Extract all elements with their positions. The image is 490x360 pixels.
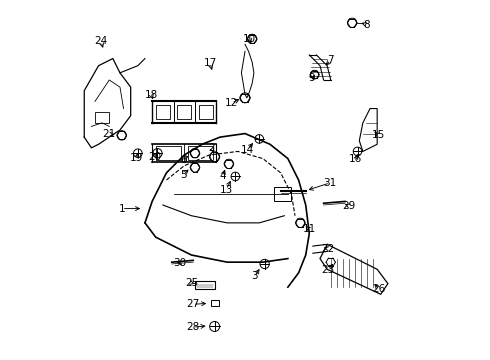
Bar — [95, 112, 109, 123]
Text: 27: 27 — [186, 299, 199, 309]
Text: 24: 24 — [95, 36, 108, 46]
Text: 5: 5 — [180, 170, 187, 180]
Bar — [156, 105, 170, 119]
Text: 29: 29 — [342, 201, 355, 211]
Text: 12: 12 — [225, 98, 238, 108]
Text: 23: 23 — [321, 265, 335, 275]
Text: 28: 28 — [186, 322, 199, 332]
Text: 2: 2 — [208, 143, 215, 153]
Text: 21: 21 — [102, 129, 116, 139]
Text: 25: 25 — [185, 278, 198, 288]
Text: 1: 1 — [119, 203, 125, 213]
Bar — [177, 105, 192, 119]
Text: 11: 11 — [303, 224, 316, 234]
Text: 13: 13 — [220, 185, 233, 195]
Bar — [188, 146, 213, 160]
Bar — [198, 105, 213, 119]
Text: 8: 8 — [363, 19, 370, 30]
Polygon shape — [359, 109, 377, 152]
Text: 19: 19 — [130, 153, 143, 163]
Text: 7: 7 — [327, 55, 334, 65]
Text: 4: 4 — [219, 171, 226, 181]
Bar — [211, 300, 219, 306]
Polygon shape — [320, 244, 388, 294]
Bar — [273, 187, 292, 202]
Text: 17: 17 — [203, 58, 217, 68]
Text: 31: 31 — [323, 178, 337, 188]
Text: 9: 9 — [309, 73, 316, 83]
Text: 3: 3 — [251, 271, 258, 282]
Text: 15: 15 — [372, 130, 385, 140]
Text: 22: 22 — [321, 244, 335, 253]
Bar — [156, 146, 181, 160]
Text: 30: 30 — [173, 258, 187, 268]
Bar — [195, 281, 215, 289]
Text: 6: 6 — [180, 155, 187, 165]
Text: 10: 10 — [243, 34, 256, 44]
Text: 26: 26 — [372, 284, 385, 294]
Text: 20: 20 — [148, 152, 162, 162]
Text: 14: 14 — [241, 145, 254, 155]
Text: 16: 16 — [349, 154, 363, 164]
Text: 18: 18 — [145, 90, 158, 100]
